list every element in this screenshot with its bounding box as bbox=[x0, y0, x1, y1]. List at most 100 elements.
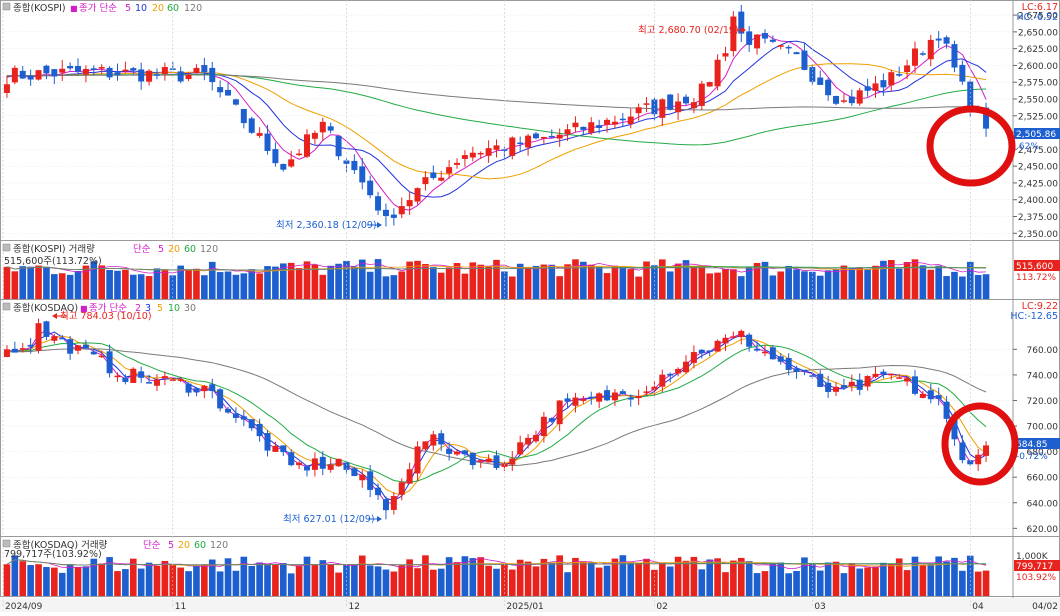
candle bbox=[351, 466, 358, 477]
volume-bar bbox=[532, 265, 540, 299]
candle bbox=[548, 129, 555, 138]
candle bbox=[596, 119, 603, 134]
candle bbox=[848, 89, 855, 106]
candle-body bbox=[904, 378, 911, 382]
candle-body bbox=[761, 351, 768, 354]
volume-bar bbox=[437, 568, 445, 596]
volume-bar bbox=[943, 561, 950, 596]
candle-body bbox=[730, 16, 737, 52]
candle bbox=[280, 163, 287, 172]
candle bbox=[840, 93, 847, 104]
candle bbox=[430, 165, 437, 180]
volume-bar bbox=[335, 572, 342, 596]
kospi-volume-tag-pct: 113.72% bbox=[1016, 273, 1056, 283]
volume-bar bbox=[287, 573, 295, 596]
candle bbox=[98, 64, 105, 74]
kosdaq-volume-legend[interactable]: 종합(KOSDAQ) 거래량 단순 5 20 60 120 799,717주(1… bbox=[2, 539, 228, 560]
candle bbox=[904, 376, 911, 386]
volume-bar bbox=[943, 276, 950, 299]
candle bbox=[367, 465, 374, 498]
volume-bar bbox=[769, 563, 777, 596]
volume-bar bbox=[761, 571, 769, 596]
volume-bar bbox=[366, 565, 374, 596]
volume-bar bbox=[232, 570, 240, 596]
candle bbox=[825, 77, 832, 101]
candle bbox=[390, 208, 397, 226]
candle bbox=[706, 81, 713, 87]
volume-bar bbox=[358, 555, 366, 596]
candle bbox=[754, 34, 761, 55]
candle-body bbox=[706, 82, 713, 87]
volume-bar bbox=[572, 259, 579, 299]
volume-bar bbox=[745, 266, 753, 299]
volume-bar bbox=[548, 264, 556, 299]
candle-body bbox=[596, 393, 603, 402]
kospi-hc-label: HC:-6.52 bbox=[1016, 12, 1058, 23]
candle-body bbox=[422, 441, 429, 450]
volume-bar bbox=[58, 273, 66, 299]
volume-bar bbox=[911, 556, 919, 596]
candle bbox=[406, 462, 413, 484]
candle-body bbox=[493, 455, 500, 468]
candle bbox=[627, 108, 634, 129]
kospi-volume-legend[interactable]: 종합(KOSPI) 거래량 단순 5 20 60 120 515,600주(11… bbox=[2, 243, 218, 267]
candle bbox=[793, 365, 800, 379]
candle-body bbox=[564, 398, 571, 402]
kosdaq-legend-ma-1: 3 bbox=[145, 303, 151, 314]
candle bbox=[951, 40, 958, 73]
candle bbox=[880, 369, 887, 379]
kospi-legend-ma-1: 10 bbox=[135, 3, 147, 14]
y-tick-label: 760.00 bbox=[1027, 346, 1059, 356]
candle-body bbox=[951, 414, 958, 440]
kosdaq-current-change: -0.72% bbox=[1016, 452, 1048, 462]
candle bbox=[256, 127, 263, 139]
candle bbox=[572, 116, 579, 133]
ma-line-60 bbox=[6, 73, 987, 146]
ma-line-120 bbox=[6, 74, 987, 111]
candle bbox=[659, 98, 666, 127]
volume-bar bbox=[840, 265, 848, 299]
candle-body bbox=[864, 86, 871, 91]
candle bbox=[67, 62, 74, 71]
candle bbox=[754, 341, 761, 352]
volume-bar bbox=[319, 274, 327, 299]
volume-bar bbox=[730, 269, 737, 299]
volume-bar bbox=[864, 567, 871, 596]
volume-bar bbox=[722, 572, 729, 596]
candle bbox=[446, 160, 453, 179]
candle bbox=[856, 373, 863, 396]
kospi-volume-bars bbox=[3, 259, 990, 299]
volume-ma-line bbox=[6, 266, 987, 271]
candle-body bbox=[193, 67, 200, 74]
candle-body bbox=[11, 348, 18, 353]
volume-bar bbox=[682, 260, 690, 299]
candle bbox=[540, 412, 547, 443]
candle-body bbox=[67, 65, 74, 69]
kosdaq-legend[interactable]: 종합(KOSDAQ) ■ 종가 단순 2 3 5 10 30 bbox=[2, 302, 196, 314]
candle bbox=[51, 68, 58, 85]
volume-bar bbox=[714, 272, 721, 299]
candle-body bbox=[359, 166, 366, 183]
kosdaq-volume-legend-ma-2: 60 bbox=[194, 540, 206, 551]
volume-bar bbox=[390, 571, 398, 596]
candle bbox=[509, 451, 516, 471]
volume-bar bbox=[658, 259, 666, 299]
candle bbox=[454, 158, 461, 169]
volume-bar bbox=[935, 265, 942, 299]
kospi-price-tag bbox=[1014, 128, 1060, 139]
kospi-legend[interactable]: 종합(KOSPI) ■ 종가 단순 5 10 20 60 120 bbox=[2, 2, 202, 14]
candle-body bbox=[138, 371, 145, 378]
volume-bar bbox=[106, 269, 113, 299]
candle bbox=[525, 434, 532, 449]
candle-body bbox=[619, 118, 626, 121]
candle bbox=[880, 73, 887, 96]
candle-body bbox=[809, 67, 816, 82]
kospi-volume-legend-label: 단순 bbox=[133, 244, 151, 255]
candle bbox=[911, 41, 918, 73]
candle-body bbox=[430, 434, 437, 446]
candle-body bbox=[769, 39, 776, 42]
volume-bar bbox=[461, 273, 469, 299]
candle-body bbox=[454, 451, 461, 455]
volume-bar bbox=[840, 573, 848, 596]
volume-bar bbox=[493, 568, 500, 596]
